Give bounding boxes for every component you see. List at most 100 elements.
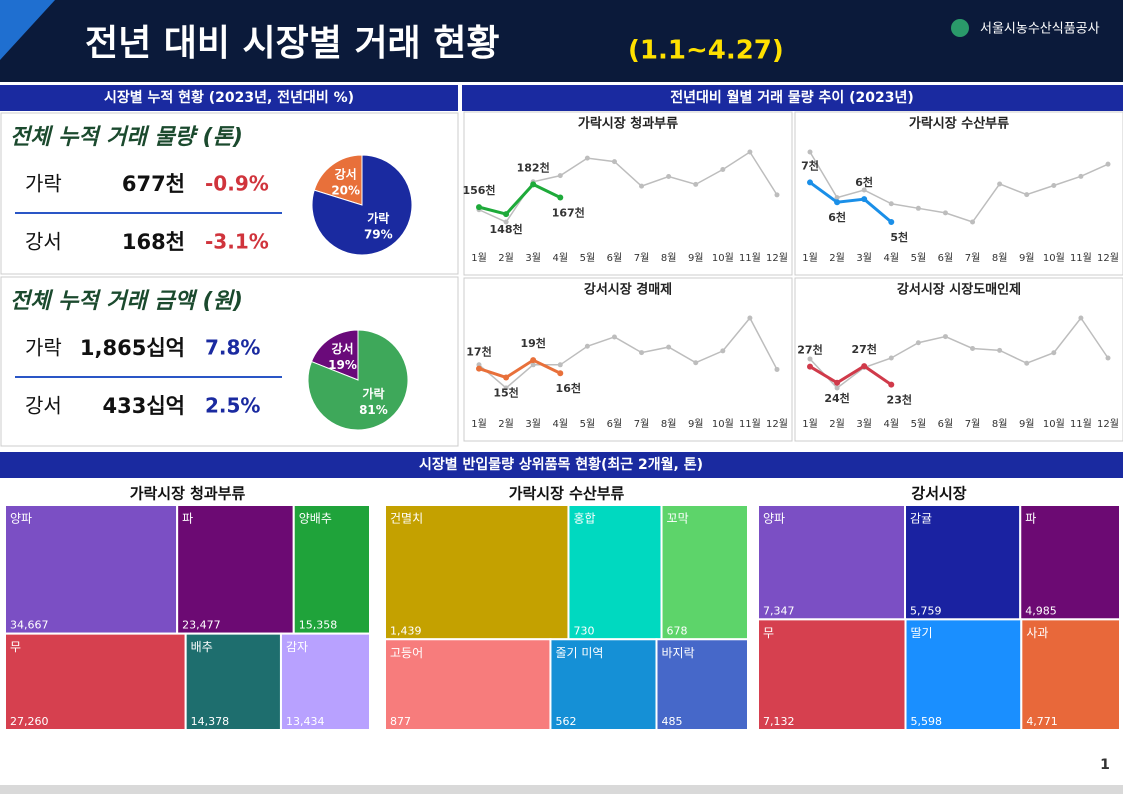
x-tick-label: 2월 — [829, 418, 845, 430]
x-tick-label: 9월 — [1019, 252, 1035, 264]
point — [997, 347, 1003, 353]
panel-header — [462, 85, 1123, 111]
header-accent — [0, 0, 55, 60]
panel-header — [0, 85, 458, 111]
point — [1024, 360, 1030, 366]
cell-value: 7,347 — [763, 604, 795, 617]
kpi-change: 2.5% — [205, 394, 260, 418]
treemap-cell — [660, 504, 750, 641]
x-tick-label: 9월 — [1019, 418, 1035, 430]
slice-label: 강서 — [331, 341, 353, 356]
x-tick-label: 1월 — [471, 252, 487, 264]
chart-title: 강서시장 경매제 — [584, 282, 672, 298]
x-tick-label: 12월 — [1097, 418, 1119, 430]
treemap-cell — [1020, 618, 1121, 731]
x-tick-label: 9월 — [688, 418, 704, 430]
x-tick-label: 7월 — [634, 252, 650, 264]
point — [807, 356, 813, 362]
point — [503, 211, 510, 218]
panel-title: 전년대비 월별 거래 물량 추이 (2023년) — [670, 89, 914, 106]
data-label: 6천 — [855, 175, 873, 189]
panel-title: 시장별 반입물량 상위품목 현황(최근 2개월, 톤) — [419, 456, 703, 473]
treemap-title: 가락시장 청과부류 — [130, 485, 246, 503]
point — [639, 183, 645, 189]
cell-value: 23,477 — [182, 619, 221, 632]
point — [530, 181, 537, 188]
point — [834, 379, 841, 386]
kpi-change: -0.9% — [205, 172, 269, 196]
x-tick-label: 6월 — [938, 418, 954, 430]
treemap-cell — [384, 638, 552, 731]
x-tick-label: 5월 — [911, 252, 927, 264]
x-tick-label: 10월 — [712, 418, 734, 430]
x-tick-label: 2월 — [498, 418, 514, 430]
cell-label: 배추 — [191, 640, 213, 654]
point — [747, 149, 753, 155]
point — [720, 348, 726, 354]
cell-value: 7,132 — [763, 715, 795, 728]
point — [774, 192, 780, 198]
cell-label: 파 — [182, 512, 193, 526]
chart-panel — [463, 111, 793, 276]
x-tick-label: 7월 — [965, 418, 981, 430]
cell-value: 13,434 — [286, 715, 325, 728]
point — [584, 155, 590, 161]
x-tick-label: 12월 — [1097, 252, 1119, 264]
data-label: 19천 — [520, 336, 545, 350]
data-label: 182천 — [517, 160, 550, 174]
slice-value: 79% — [364, 228, 393, 242]
point — [807, 149, 813, 155]
point — [693, 181, 699, 187]
x-tick-label: 7월 — [965, 252, 981, 264]
x-tick-label: 8월 — [661, 418, 677, 430]
point — [693, 360, 699, 366]
x-tick-label: 12월 — [766, 418, 788, 430]
panel-title: 시장별 누적 현황 (2023년, 전년대비 %) — [104, 89, 354, 106]
cell-label: 고등어 — [390, 646, 423, 660]
treemap-cell — [904, 504, 1022, 621]
chart-panel — [794, 277, 1123, 442]
point — [970, 345, 976, 351]
cell-value: 562 — [555, 715, 576, 728]
page-number: 1 — [1100, 757, 1110, 773]
x-tick-label: 4월 — [552, 252, 568, 264]
x-tick-label: 7월 — [634, 418, 650, 430]
data-label: 16천 — [556, 381, 581, 395]
point — [557, 362, 563, 368]
point — [970, 219, 976, 225]
slice-label: 가락 — [367, 211, 389, 226]
data-label: 17천 — [466, 345, 491, 359]
point — [915, 340, 921, 346]
series-line — [809, 181, 893, 224]
point — [861, 187, 867, 193]
header-bg — [0, 0, 1123, 82]
x-tick-label: 8월 — [661, 252, 677, 264]
cell-value: 4,985 — [1025, 604, 1057, 617]
x-tick-label: 5월 — [580, 252, 596, 264]
pie-slice — [307, 329, 409, 431]
cell-value: 5,759 — [910, 604, 942, 617]
point — [997, 181, 1003, 187]
chart-title: 가락시장 수산부류 — [909, 116, 1009, 132]
x-tick-label: 11월 — [1070, 252, 1092, 264]
point — [747, 315, 753, 321]
kpi-value: 168천 — [122, 230, 185, 254]
market: 강서 — [25, 394, 62, 418]
x-tick-label: 11월 — [739, 418, 761, 430]
x-tick-label: 6월 — [607, 418, 623, 430]
point — [834, 385, 840, 391]
point — [1051, 350, 1057, 356]
kpi-value: 1,865십억 — [80, 336, 185, 360]
kpi-title: 전체 누적 거래 물량 (톤) — [10, 125, 243, 150]
chart-title: 강서시장 시장도매인제 — [897, 282, 1021, 298]
cell-label: 양파 — [10, 512, 32, 526]
cell-label: 딸기 — [911, 626, 933, 640]
treemap-cell — [4, 504, 179, 635]
x-tick-label: 11월 — [1070, 418, 1092, 430]
treemap-title: 강서시장 — [911, 485, 966, 503]
point — [888, 355, 894, 361]
data-label: 24천 — [824, 391, 849, 405]
treemap-cell — [176, 504, 295, 635]
slice-label: 가락 — [362, 386, 384, 401]
